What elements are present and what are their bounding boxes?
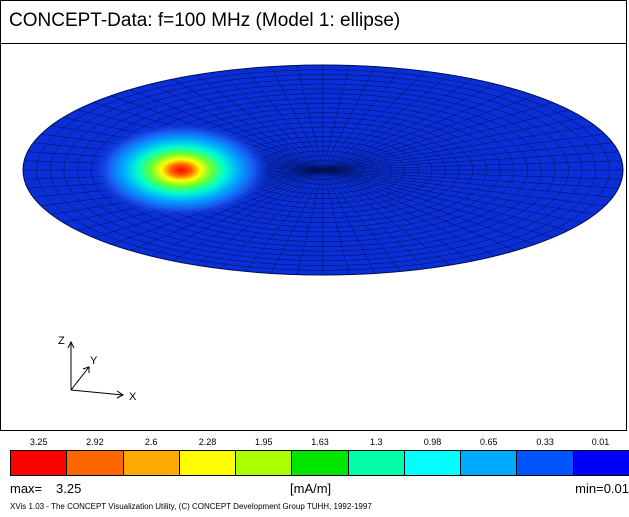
mesh-spoke bbox=[322, 133, 605, 171]
mesh-spoke bbox=[322, 169, 605, 207]
colorbar-tick-label: 3.25 bbox=[29, 437, 48, 447]
mesh-spoke bbox=[245, 68, 324, 171]
mesh-spoke bbox=[322, 160, 622, 171]
axis-triad bbox=[67, 340, 124, 399]
mesh-spoke bbox=[322, 169, 350, 275]
mesh-spoke bbox=[172, 78, 324, 171]
colorbar bbox=[10, 450, 629, 476]
mesh-spoke bbox=[322, 169, 595, 215]
mesh-spoke bbox=[270, 66, 324, 171]
colorbar-cell bbox=[291, 450, 349, 476]
mesh-spoke bbox=[322, 169, 474, 262]
mesh-spoke bbox=[322, 65, 350, 171]
mesh-spoke bbox=[220, 71, 324, 171]
mesh-spoke bbox=[322, 68, 401, 171]
credits-text: XVis 1.03 - The CONCEPT Visualization Ut… bbox=[10, 502, 372, 511]
colorbar-ticks: 3.25 2.92 2.6 2.28 1.95 1.63 1.3 0.98 0.65 0.33 0.… bbox=[0, 437, 629, 449]
mesh-spoke bbox=[245, 169, 324, 272]
mesh-spoke bbox=[322, 95, 536, 171]
mesh-spoke bbox=[322, 169, 536, 245]
mesh-spoke bbox=[322, 151, 619, 171]
x-axis bbox=[70, 389, 124, 396]
mesh-spoke bbox=[196, 74, 324, 171]
z-axis-label: Z bbox=[58, 335, 65, 347]
plot-viewport[interactable]: X Y Z bbox=[0, 44, 627, 431]
mesh-spoke bbox=[322, 142, 613, 171]
mesh-spoke bbox=[270, 169, 324, 274]
mesh-spoke bbox=[150, 169, 324, 257]
colorbar-tick-label: 2.92 bbox=[86, 437, 104, 447]
colorbar-tick-label: 0.01 bbox=[591, 437, 610, 447]
mesh-spoke bbox=[322, 71, 426, 171]
mesh-spoke bbox=[322, 78, 474, 171]
title-bar: CONCEPT-Data: f=100 MHz (Model 1: ellips… bbox=[0, 0, 627, 44]
mesh-spoke bbox=[296, 169, 324, 275]
mesh-spoke bbox=[322, 169, 553, 238]
max-label: max= bbox=[10, 481, 43, 496]
colorbar-tick-label: 2.28 bbox=[198, 437, 217, 447]
mesh-spoke bbox=[322, 89, 516, 171]
y-axis bbox=[70, 366, 90, 391]
colorbar-cell bbox=[403, 450, 462, 476]
y-axis-label: Y bbox=[90, 355, 98, 367]
mesh-spoke bbox=[322, 125, 595, 171]
z-axis-arrow bbox=[67, 340, 75, 349]
colorbar-cell bbox=[66, 450, 124, 476]
mesh-spoke bbox=[322, 169, 450, 266]
mesh-spoke bbox=[322, 169, 583, 223]
colorbar-tick-label: 2.6 bbox=[144, 437, 158, 447]
mesh-spoke bbox=[322, 169, 496, 257]
mesh-spoke bbox=[322, 66, 376, 171]
mesh-spoke bbox=[322, 169, 613, 198]
colorbar-tick-label: 1.3 bbox=[370, 437, 383, 447]
unit-label: [mA/m] bbox=[290, 481, 332, 496]
colorbar-cell bbox=[10, 450, 68, 476]
mesh-spoke bbox=[322, 169, 569, 231]
colorbar-cell bbox=[178, 450, 237, 476]
min-label: min=0.01 bbox=[575, 481, 629, 496]
mesh-spoke bbox=[322, 109, 569, 171]
colorbar-tick-label: 0.65 bbox=[480, 437, 498, 447]
colorbar-tick-label: 0.98 bbox=[423, 437, 442, 447]
colorbar-tick-label: 1.63 bbox=[311, 437, 329, 447]
mesh-spoke bbox=[322, 117, 583, 171]
mesh-spoke bbox=[150, 83, 324, 171]
mesh-spoke bbox=[322, 102, 553, 171]
legend-row: max= 3.25 [mA/m] min=0.01 bbox=[0, 481, 629, 497]
mesh-spoke bbox=[322, 169, 516, 251]
max-value: 3.25 bbox=[56, 481, 82, 496]
colorbar-tick-label: 1.95 bbox=[254, 437, 273, 447]
colorbar-cell bbox=[235, 450, 293, 476]
x-axis-label: X bbox=[129, 391, 137, 403]
colorbar-tick-label: 0.33 bbox=[536, 437, 554, 447]
mesh-spoke bbox=[322, 169, 622, 180]
mesh-spoke bbox=[172, 169, 324, 262]
mesh-spoke bbox=[322, 169, 619, 189]
mesh-spoke bbox=[220, 169, 324, 269]
mesh-spoke bbox=[322, 83, 496, 171]
current-hotspot bbox=[91, 122, 271, 218]
colorbar-cell bbox=[516, 450, 574, 476]
y-axis-arrow bbox=[82, 366, 90, 373]
colorbar-cell bbox=[122, 450, 180, 476]
mesh-spoke bbox=[322, 74, 450, 171]
mesh-spoke bbox=[196, 169, 324, 266]
x-axis-arrow bbox=[116, 390, 124, 399]
mesh-spoke bbox=[322, 169, 401, 272]
colorbar-cell bbox=[572, 450, 629, 476]
mesh-spoke bbox=[296, 65, 324, 171]
colorbar-cell bbox=[347, 450, 405, 476]
window-title: CONCEPT-Data: f=100 MHz (Model 1: ellips… bbox=[9, 10, 401, 31]
mesh-spoke bbox=[322, 169, 426, 269]
colorbar-cell bbox=[460, 450, 518, 476]
mesh-spoke bbox=[322, 169, 376, 274]
plot-canvas[interactable]: X Y Z bbox=[1, 44, 628, 430]
